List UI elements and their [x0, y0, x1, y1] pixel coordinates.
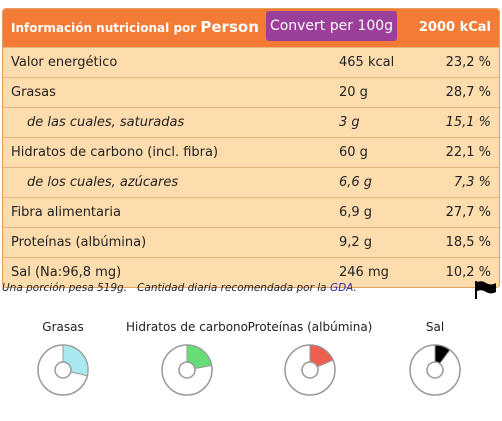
gauge-hole [178, 361, 196, 379]
gauge-label: Grasas [42, 320, 83, 334]
table-row: Fibra alimentaria 6,9 g 27,7 % [3, 197, 499, 227]
gauge-hole [426, 361, 444, 379]
flag-icon[interactable] [474, 280, 498, 300]
gauge-hole [54, 361, 72, 379]
cell-label: de las cuales, saturadas [27, 115, 185, 130]
table-row: Proteínas (albúmina) 9,2 g 18,5 % [3, 227, 499, 257]
portion: Una porción pesa 519g. [2, 282, 128, 294]
cell-amount: 9,2 g [339, 235, 373, 250]
cell-percent: 18,5 % [445, 235, 491, 250]
cell-amount: 3 g [339, 115, 360, 130]
table-row: Valor energético 465 kcal 23,2 % [3, 47, 499, 77]
table-row: Sal (Na:96,8 mg) 246 mg 10,2 % [3, 257, 499, 287]
cell-amount: 246 mg [339, 265, 389, 280]
reference: 2000 kCal [418, 20, 491, 35]
cell-label: Grasas [11, 85, 56, 100]
table-row: de las cuales, saturadas 3 g 15,1 % [3, 107, 499, 137]
cell-label: Sal (Na:96,8 mg) [11, 265, 122, 280]
cell-percent: 23,2 % [445, 55, 491, 70]
cell-amount: 60 g [339, 145, 368, 160]
gda-link[interactable]: GDA [329, 282, 354, 294]
cell-percent: 7,3 % [453, 175, 491, 190]
cell-percent: 27,7 % [445, 205, 491, 220]
cell-amount: 465 kcal [339, 55, 395, 70]
convert-button[interactable]: Convert per 100g [266, 11, 397, 41]
table-row: Hidratos de carbono (incl. fibra) 60 g 22,… [3, 137, 499, 167]
cell-label: Fibra alimentaria [11, 205, 121, 220]
cell-amount: 6,6 g [339, 175, 373, 190]
footer-end: . [353, 282, 357, 294]
gauges: Grasas Hidratos de carbono Proteínas (albú… [37, 320, 461, 396]
cell-amount: 20 g [339, 85, 368, 100]
cell-percent: 22,1 % [445, 145, 491, 160]
table-header: Información nutricional por Person Conve… [3, 9, 499, 47]
cell-percent: 15,1 % [445, 115, 491, 130]
cell-label: Hidratos de carbono (incl. fibra) [11, 145, 219, 160]
gauge-label: Proteínas (albúmina) [248, 320, 373, 334]
gauge-hole [301, 361, 319, 379]
cell-label: Proteínas (albúmina) [11, 235, 147, 250]
gauge-label: Hidratos de carbono [126, 320, 248, 334]
nutrition-table: Información nutricional por Person Conve… [2, 8, 500, 288]
gauge-label: Sal [426, 320, 444, 334]
table-row: Grasas 20 g 28,7 % [3, 77, 499, 107]
header-title: Información nutricional por Person [11, 18, 259, 36]
title-text: Información nutricional por [11, 21, 197, 35]
table-row: de los cuales, azúcares 6,6 g 7,3 % [3, 167, 499, 197]
cell-percent: 10,2 % [445, 265, 491, 280]
footer-text: Cantidad diaria recomendada por la [137, 282, 327, 294]
cell-percent: 28,7 % [445, 85, 491, 100]
cell-label: de los cuales, azúcares [27, 175, 179, 190]
footer: Una porción pesa 519g. Cantidad diaria r… [2, 282, 357, 294]
cell-amount: 6,9 g [339, 205, 373, 220]
cell-label: Valor energético [11, 55, 118, 70]
title-person: Person [200, 18, 259, 36]
